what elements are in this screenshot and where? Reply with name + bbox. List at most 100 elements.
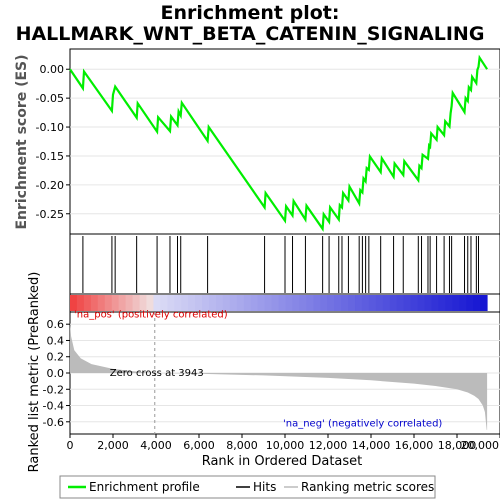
es-tick-label: -0.10: [36, 121, 64, 134]
chart-title-line1: Enrichment plot:: [161, 2, 340, 24]
heatbar-segment: [153, 295, 161, 311]
positive-correlation-label: 'na_pos' (positively correlated): [74, 310, 228, 321]
metric-tick-label: 0.0: [47, 367, 65, 380]
heatbar-segment: [334, 295, 342, 311]
heatbar-segment: [132, 295, 141, 311]
heatbar-segment: [174, 295, 182, 311]
heatbar-segment: [90, 295, 99, 311]
es-y-ticks: 0.00 -0.05 -0.10 -0.15 -0.20 -0.25: [36, 63, 70, 221]
enrichment-profile-line: [69, 54, 489, 232]
heatbar-segment: [313, 295, 321, 311]
heatbar-segment: [410, 295, 419, 311]
heatbar-segment: [209, 295, 217, 311]
heatbar-segment: [76, 295, 85, 311]
heatbar-segment: [424, 295, 432, 311]
heatbar-segment: [320, 295, 328, 311]
heatbar-segment: [111, 295, 120, 311]
metric-tick-label: -0.4: [43, 400, 64, 413]
heatbar-segment: [368, 295, 377, 311]
heatbar-segment: [278, 295, 287, 311]
x-axis-label: Rank in Ordered Dataset: [202, 454, 363, 469]
x-tick-label: 18,000: [438, 439, 477, 452]
es-tick-label: 0.00: [40, 63, 65, 76]
heatbar-segment: [229, 295, 238, 311]
metric-y-ticks: 0.6 0.4 0.2 0.0 -0.2 -0.4 -0.6: [43, 318, 70, 429]
chart-title-line2: HALLMARK_WNT_BETA_CATENIN_SIGNALING: [16, 23, 485, 45]
heatbar-segment: [438, 295, 446, 311]
heatbar-segment: [417, 295, 426, 311]
heatbar-segment: [83, 295, 92, 311]
heatbar-segment: [257, 295, 266, 311]
metric-tick-label: 0.4: [47, 334, 65, 347]
metric-tick-label: 0.6: [47, 318, 65, 331]
x-tick-label: 10,000: [266, 439, 305, 452]
heatbar-segment: [389, 295, 398, 311]
heatbar-segment: [104, 295, 113, 311]
ranked-list-heatbar: [70, 295, 488, 311]
heatbar-segment: [236, 295, 245, 311]
legend-label: Enrichment profile: [89, 480, 200, 494]
heatbar-segment: [466, 295, 474, 311]
heatbar-segment: [160, 295, 168, 311]
x-tick-label: 14,000: [352, 439, 391, 452]
heatbar-segment: [70, 295, 78, 311]
heatbar-segment: [125, 295, 134, 311]
x-tick-label: 4,000: [140, 439, 172, 452]
heatbar-segment: [167, 295, 175, 311]
legend-label: Hits: [253, 480, 276, 494]
heatbar-segment: [445, 295, 453, 311]
heatbar-segment: [243, 295, 252, 311]
heatbar-segment: [264, 295, 273, 311]
legend: Enrichment profile Hits Ranking metric sco…: [68, 480, 434, 494]
heatbar-segment: [375, 295, 384, 311]
heatbar-segment: [480, 295, 488, 311]
heatbar-segment: [459, 295, 467, 311]
heatbar-segment: [327, 295, 335, 311]
negative-correlation-label: 'na_neg' (negatively correlated): [283, 419, 442, 430]
heatbar-segment: [285, 295, 293, 311]
ranking-metric-area: [70, 322, 488, 430]
heatbar-segment: [396, 295, 405, 311]
x-tick-label: 12,000: [309, 439, 348, 452]
es-tick-label: -0.20: [36, 179, 64, 192]
x-tick-label: 16,000: [395, 439, 434, 452]
heatbar-segment: [222, 295, 231, 311]
metric-tick-label: -0.6: [43, 416, 64, 429]
heatbar-segment: [473, 295, 481, 311]
heatbar-segment: [250, 295, 259, 311]
x-tick-label: 0: [67, 439, 74, 452]
heatbar-segment: [355, 295, 363, 311]
x-axis-ticks: 0 2,000 4,000 6,000 8,000 10,000 12,000 14,000 1…: [67, 434, 500, 452]
heatbar-segment: [348, 295, 356, 311]
es-tick-label: -0.15: [36, 150, 64, 163]
heatbar-segment: [202, 295, 210, 311]
es-y-axis-label: Enrichment score (ES): [14, 54, 30, 229]
es-tick-label: -0.25: [36, 208, 64, 221]
heatbar-segment: [299, 295, 307, 311]
heatbar-segment: [361, 295, 370, 311]
heatbar-segment: [306, 295, 314, 311]
heatbar-segment: [382, 295, 391, 311]
heatbar-segment: [452, 295, 460, 311]
metric-tick-label: -0.2: [43, 383, 64, 396]
x-tick-label: 2,000: [97, 439, 129, 452]
heatbar-segment: [292, 295, 300, 311]
heatbar-segment: [431, 295, 439, 311]
heatbar-segment: [139, 295, 147, 311]
x-tick-label: 6,000: [183, 439, 215, 452]
es-tick-label: -0.05: [36, 92, 64, 105]
es-panel-frame: [69, 48, 500, 235]
zero-cross-label: Zero cross at 3943: [110, 368, 204, 379]
x-tick-label: 8,000: [226, 439, 258, 452]
heatbar-segment: [195, 295, 203, 311]
legend-label: Ranking metric scores: [301, 480, 434, 494]
heatbar-segment: [188, 295, 196, 311]
heatbar-segment: [97, 295, 106, 311]
metric-tick-label: 0.2: [47, 351, 65, 364]
heatbar-segment: [215, 295, 224, 311]
heatbar-segment: [146, 295, 154, 311]
heatbar-segment: [181, 295, 189, 311]
x-tick-label: 20,000: [461, 439, 500, 452]
hit-markers: [82, 236, 479, 293]
